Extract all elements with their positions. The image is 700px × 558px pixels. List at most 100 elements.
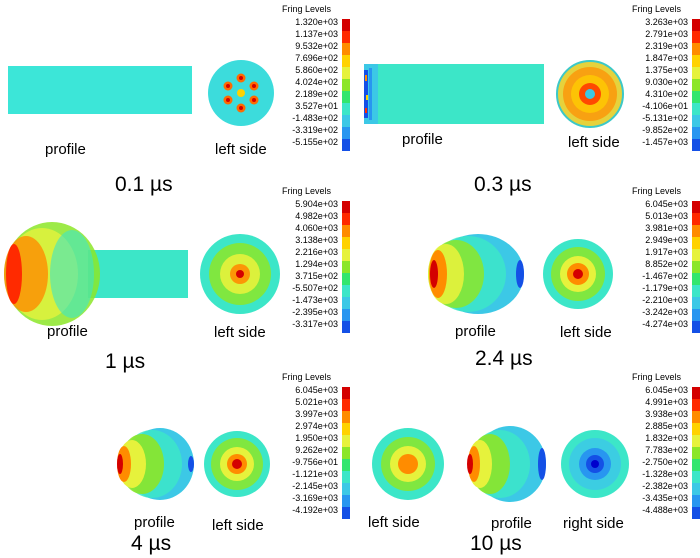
legend-color-bar [342, 387, 350, 519]
fringe-legend: Fring Levels 3.263e+03 2.791e+03 2.319e+03… [620, 4, 700, 174]
legend-swatch [342, 297, 350, 309]
simulation-4us [117, 428, 270, 500]
legend-swatch [692, 261, 700, 273]
label-left-side: left side [215, 141, 267, 158]
legend-value: 7.783e+02 [645, 445, 688, 455]
legend-swatch [692, 201, 700, 213]
panel-4us: profile left side 4 µs Fring Levels 6.04… [0, 372, 350, 558]
legend-color-bar [342, 201, 350, 333]
legend-swatch [692, 225, 700, 237]
legend-swatch [692, 127, 700, 139]
legend-value: 4.310e+02 [645, 89, 688, 99]
legend-swatch [342, 55, 350, 67]
legend-swatch [342, 213, 350, 225]
legend-swatch [692, 411, 700, 423]
legend-swatch [342, 399, 350, 411]
legend-swatch [342, 261, 350, 273]
legend-swatch [342, 103, 350, 115]
legend-value: -2.145e+03 [292, 481, 338, 491]
legend-swatch [692, 459, 700, 471]
fringe-legend: Fring Levels 1.320e+03 1.137e+03 9.532e+02… [270, 4, 350, 174]
legend-value: 6.045e+03 [645, 199, 688, 209]
legend-value: -4.192e+03 [292, 505, 338, 515]
label-profile: profile [491, 515, 532, 532]
legend-values: 5.904e+03 4.982e+03 4.060e+03 3.138e+03 2.21… [272, 198, 338, 330]
panel-2-4us: profile left side 2.4 µs Fring Levels 6.… [350, 186, 700, 372]
legend-values: 6.045e+03 5.021e+03 3.997e+03 2.974e+03 1.95… [272, 384, 338, 516]
legend-swatch [342, 411, 350, 423]
legend-value: 1.917e+03 [645, 247, 688, 257]
legend-swatch [692, 139, 700, 151]
legend-title: Fring Levels [632, 372, 682, 382]
legend-swatch [342, 471, 350, 483]
label-right-side: right side [563, 515, 624, 532]
simulation-1us [4, 222, 280, 326]
legend-swatch [342, 67, 350, 79]
legend-swatch [342, 201, 350, 213]
profile-bar [8, 66, 192, 114]
legend-color-bar [692, 19, 700, 151]
time-label: 10 µs [470, 532, 522, 555]
legend-title: Fring Levels [282, 186, 332, 196]
legend-value: -2.210e+03 [642, 295, 688, 305]
legend-swatch [692, 273, 700, 285]
time-label: 1 µs [105, 350, 146, 373]
legend-value: 8.852e+02 [645, 259, 688, 269]
time-label: 0.3 µs [474, 173, 532, 196]
legend-value: 6.045e+03 [295, 385, 338, 395]
legend-values: 6.045e+03 5.013e+03 3.981e+03 2.949e+03 1.91… [622, 198, 688, 330]
legend-swatch [692, 435, 700, 447]
legend-swatch [342, 31, 350, 43]
legend-swatch [692, 91, 700, 103]
legend-swatch [692, 19, 700, 31]
label-profile: profile [47, 323, 88, 340]
legend-value: 1.950e+03 [295, 433, 338, 443]
fringe-legend: Fring Levels 6.045e+03 4.991e+03 3.938e+03… [620, 372, 700, 542]
legend-color-bar [692, 387, 700, 519]
legend-value: -2.382e+03 [642, 481, 688, 491]
legend-value: 2.319e+03 [645, 41, 688, 51]
time-label: 0.1 µs [115, 173, 173, 196]
legend-value: -3.317e+03 [292, 319, 338, 329]
legend-value: 1.294e+03 [295, 259, 338, 269]
label-profile: profile [134, 514, 175, 531]
legend-title: Fring Levels [632, 186, 682, 196]
legend-swatch [342, 495, 350, 507]
label-left-side: left side [212, 517, 264, 534]
legend-value: 9.532e+02 [295, 41, 338, 51]
legend-swatch [342, 115, 350, 127]
legend-value: -4.488e+03 [642, 505, 688, 515]
legend-swatch [692, 423, 700, 435]
legend-title: Fring Levels [282, 372, 332, 382]
simulation-10us [372, 426, 629, 502]
legend-swatch [692, 483, 700, 495]
simulation-0-1us [8, 60, 274, 126]
legend-value: -4.106e+01 [642, 101, 688, 111]
label-profile: profile [402, 131, 443, 148]
legend-value: -3.319e+02 [292, 125, 338, 135]
fringe-legend: Fring Levels 5.904e+03 4.982e+03 4.060e+03… [270, 186, 350, 356]
legend-value: -5.507e+02 [292, 283, 338, 293]
label-left-side: left side [560, 324, 612, 341]
legend-value: 3.981e+03 [645, 223, 688, 233]
impact-front-noise [364, 68, 372, 120]
legend-swatch [342, 127, 350, 139]
legend-value: 1.320e+03 [295, 17, 338, 27]
legend-value: 6.045e+03 [645, 385, 688, 395]
legend-value: -9.756e+01 [292, 457, 338, 467]
legend-swatch [342, 43, 350, 55]
legend-swatch [342, 139, 350, 151]
legend-title: Fring Levels [282, 4, 332, 14]
legend-swatch [692, 115, 700, 127]
label-left-side: left side [568, 134, 620, 151]
hot-spots [223, 73, 259, 113]
legend-color-bar [692, 201, 700, 333]
legend-swatch [692, 31, 700, 43]
legend-swatch [342, 321, 350, 333]
legend-value: -1.179e+03 [642, 283, 688, 293]
panel-0-1us: profile left side 0.1 µs Fring Levels 1.… [0, 0, 350, 196]
profile-bar [88, 250, 188, 298]
simulation-2-4us [428, 234, 613, 314]
legend-value: 2.189e+02 [295, 89, 338, 99]
legend-value: -1.483e+02 [292, 113, 338, 123]
